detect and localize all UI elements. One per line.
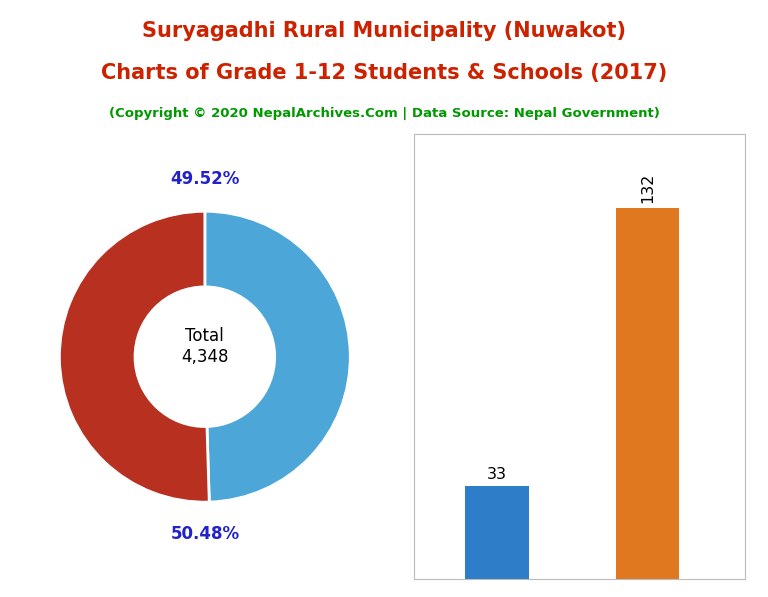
Text: Suryagadhi Rural Municipality (Nuwakot): Suryagadhi Rural Municipality (Nuwakot) bbox=[142, 21, 626, 41]
Text: 33: 33 bbox=[487, 467, 507, 482]
Wedge shape bbox=[59, 211, 209, 502]
Text: (Copyright © 2020 NepalArchives.Com | Data Source: Nepal Government): (Copyright © 2020 NepalArchives.Com | Da… bbox=[108, 107, 660, 121]
Bar bbox=[465, 486, 528, 579]
Text: Charts of Grade 1-12 Students & Schools (2017): Charts of Grade 1-12 Students & Schools … bbox=[101, 63, 667, 83]
Text: 50.48%: 50.48% bbox=[170, 525, 240, 543]
Bar bbox=[616, 208, 679, 579]
Text: 132: 132 bbox=[640, 173, 655, 204]
Text: Total
4,348: Total 4,348 bbox=[181, 327, 229, 366]
Wedge shape bbox=[205, 211, 350, 502]
Text: 49.52%: 49.52% bbox=[170, 170, 240, 188]
